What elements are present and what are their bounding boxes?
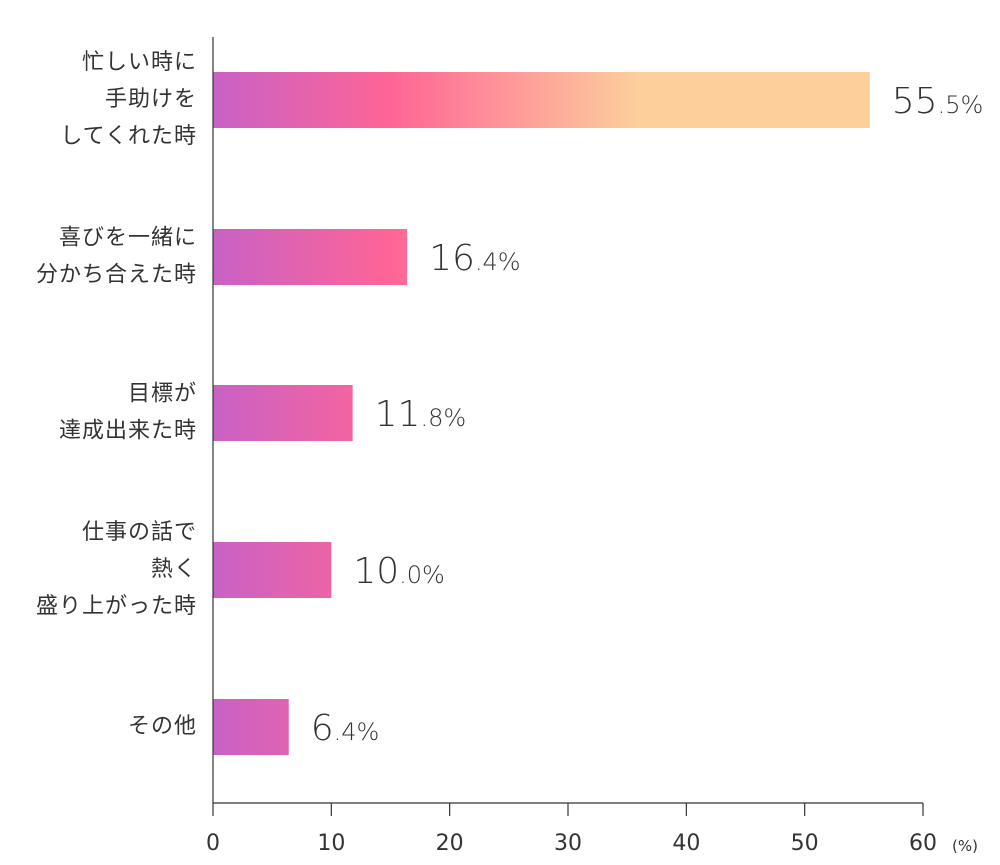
- category-label-1-line-1: 分かち合えた時: [36, 263, 197, 288]
- bars-group: [213, 72, 870, 755]
- x-axis-ticks: 0 10 20 30 40 50 60: [206, 803, 937, 856]
- category-labels: 忙しい時に手助けをしてくれた時喜びを一緒に分かち合えた時目標が達成出来た時仕事の…: [36, 50, 197, 739]
- category-label-0-line-2: してくれた時: [60, 124, 197, 149]
- value-label-3: 10.0%: [353, 551, 445, 592]
- category-label-2-line-0: 目標が: [128, 382, 197, 407]
- category-label-3-line-2: 盛り上がった時: [36, 594, 197, 619]
- category-label-0-line-1: 手助けを: [105, 87, 197, 112]
- x-tick-label-3: 30: [554, 831, 582, 856]
- bar-2: [213, 385, 353, 441]
- bar-4: [213, 699, 289, 755]
- category-label-2-line-1: 達成出来た時: [59, 419, 197, 444]
- x-tick-label-6: 60: [909, 831, 937, 856]
- bar-0: [213, 72, 870, 128]
- value-label-2: 11.8%: [375, 394, 467, 435]
- x-tick-label-4: 40: [672, 831, 700, 856]
- value-labels: 55.5% 16.4% 11.8% 10.0% 6.4%: [311, 81, 984, 749]
- category-label-3-line-0: 仕事の話で: [82, 520, 197, 545]
- x-tick-label-0: 0: [206, 831, 220, 856]
- x-tick-label-2: 20: [436, 831, 464, 856]
- x-axis-unit: (%): [952, 837, 978, 855]
- x-tick-label-5: 50: [791, 831, 819, 856]
- category-label-1-line-0: 喜びを一緒に: [59, 226, 197, 251]
- value-label-1: 16.4%: [429, 238, 521, 279]
- value-label-0: 55.5%: [892, 81, 984, 122]
- bar-3: [213, 542, 332, 598]
- x-tick-label-1: 10: [317, 831, 345, 856]
- category-label-3-line-1: 熱く: [151, 557, 197, 582]
- category-label-4-line-0: その他: [128, 714, 197, 739]
- bar-1: [213, 229, 408, 285]
- category-label-0-line-0: 忙しい時に: [82, 50, 197, 75]
- value-label-4: 6.4%: [311, 708, 380, 749]
